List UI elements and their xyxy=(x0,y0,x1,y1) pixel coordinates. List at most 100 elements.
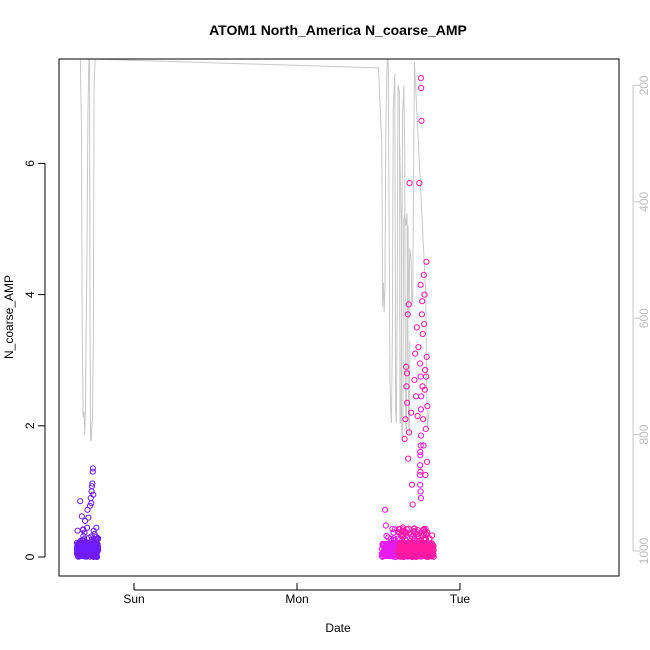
data-point xyxy=(417,373,424,380)
data-point xyxy=(414,412,421,420)
data-point xyxy=(406,180,413,187)
x-axis: Sun Mon Tue xyxy=(123,583,470,606)
y2-tick-label: 1000 xyxy=(637,537,650,564)
data-point xyxy=(89,465,97,472)
y-tick-label: 4 xyxy=(23,291,37,298)
data-point xyxy=(77,545,84,552)
data-point xyxy=(417,360,424,367)
data-point xyxy=(421,291,428,298)
data-point xyxy=(429,544,436,551)
data-point xyxy=(78,513,85,520)
data-point xyxy=(93,545,100,552)
data-point xyxy=(418,117,425,124)
data-point xyxy=(84,546,92,553)
data-point xyxy=(422,366,429,374)
y-axis-label: N_coarse_AMP xyxy=(2,275,16,359)
data-point xyxy=(424,403,431,410)
data-point xyxy=(78,542,85,549)
data-point xyxy=(417,468,424,475)
data-point xyxy=(418,84,425,92)
data-point xyxy=(420,416,427,423)
data-point xyxy=(396,530,403,537)
data-point xyxy=(423,373,430,380)
data-point xyxy=(430,551,437,558)
data-point xyxy=(419,330,426,338)
y-axis: 0 2 4 6 xyxy=(23,160,46,560)
data-point xyxy=(80,553,87,560)
x-tick-label: Sun xyxy=(123,592,144,606)
data-point xyxy=(417,75,424,82)
data-point xyxy=(419,298,426,305)
data-point xyxy=(415,344,422,351)
data-point xyxy=(81,549,88,557)
data-point xyxy=(76,552,83,559)
y-tick-label: 6 xyxy=(23,160,37,167)
data-point xyxy=(422,471,429,479)
y2-tick-label: 400 xyxy=(637,191,650,211)
y2-tick-label: 800 xyxy=(637,424,650,444)
data-point xyxy=(417,281,424,288)
data-point xyxy=(416,546,423,553)
data-point xyxy=(88,533,95,540)
data-point xyxy=(423,258,430,265)
chart-title: ATOM1 North_America N_coarse_AMP xyxy=(209,22,467,38)
data-point xyxy=(421,386,428,393)
data-point xyxy=(93,524,100,531)
data-point xyxy=(404,311,411,318)
data-point xyxy=(403,383,410,390)
data-point xyxy=(420,542,427,549)
data-point xyxy=(412,393,420,400)
data-point xyxy=(74,527,81,534)
data-point xyxy=(87,541,94,548)
data-point xyxy=(416,180,423,187)
data-point xyxy=(403,370,411,377)
data-point xyxy=(408,481,415,488)
data-point xyxy=(423,552,430,559)
data-point xyxy=(90,491,97,498)
cluster-2 xyxy=(395,75,437,561)
data-point xyxy=(418,311,425,318)
data-point xyxy=(89,480,96,487)
data-point xyxy=(424,458,431,465)
data-point xyxy=(85,514,92,521)
x-tick-label: Tue xyxy=(450,592,471,606)
data-point xyxy=(416,540,424,547)
data-point xyxy=(383,532,390,540)
data-point xyxy=(74,547,81,554)
plot-area xyxy=(73,59,437,561)
y2-axis: 200 400 600 800 1000 xyxy=(632,75,650,564)
data-point xyxy=(389,525,396,533)
data-point xyxy=(399,526,406,533)
data-point xyxy=(409,501,416,508)
data-point xyxy=(406,429,413,436)
data-point xyxy=(417,442,424,449)
data-point xyxy=(411,376,418,383)
data-point xyxy=(405,301,412,308)
data-point xyxy=(383,545,390,552)
data-point xyxy=(417,452,424,459)
plot-frame xyxy=(58,58,620,577)
data-point xyxy=(417,406,424,413)
data-point xyxy=(402,416,409,423)
data-point xyxy=(404,399,411,406)
data-point xyxy=(423,353,430,360)
data-point xyxy=(423,530,430,538)
data-point xyxy=(80,533,87,540)
data-point xyxy=(417,448,424,456)
y2-tick-label: 600 xyxy=(637,308,650,328)
x-tick-label: Mon xyxy=(285,592,308,606)
data-point xyxy=(417,481,424,488)
data-point xyxy=(405,541,413,548)
data-point xyxy=(403,363,410,370)
data-point xyxy=(381,506,389,513)
data-point xyxy=(421,321,428,328)
y2-tick-label: 200 xyxy=(637,75,650,95)
data-point xyxy=(399,524,406,531)
data-point xyxy=(413,324,420,331)
data-point xyxy=(385,534,392,541)
data-point xyxy=(408,409,415,416)
data-point xyxy=(382,522,389,529)
data-point xyxy=(412,350,419,357)
y-tick-label: 0 xyxy=(23,553,37,560)
